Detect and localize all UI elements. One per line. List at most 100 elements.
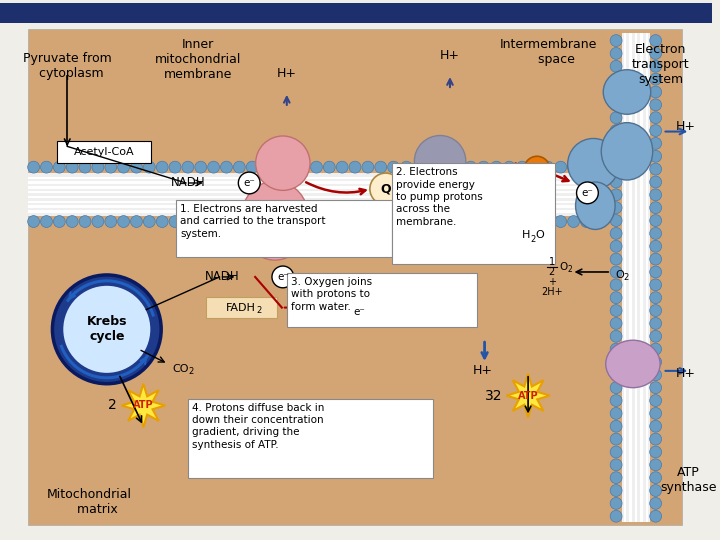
- Circle shape: [649, 202, 662, 214]
- Polygon shape: [122, 384, 165, 427]
- Circle shape: [610, 214, 622, 226]
- Circle shape: [524, 156, 550, 182]
- Bar: [27, 196, 608, 198]
- Circle shape: [246, 161, 258, 173]
- Circle shape: [649, 73, 662, 85]
- Circle shape: [567, 161, 580, 173]
- Circle shape: [649, 112, 662, 124]
- Circle shape: [348, 301, 370, 322]
- Circle shape: [610, 86, 622, 98]
- Circle shape: [272, 161, 284, 173]
- Circle shape: [53, 275, 161, 384]
- Circle shape: [610, 446, 622, 458]
- Bar: [188, 399, 433, 478]
- Circle shape: [117, 215, 130, 227]
- Circle shape: [649, 60, 662, 72]
- Text: 2: 2: [530, 235, 535, 245]
- Circle shape: [79, 161, 91, 173]
- Text: ATP: ATP: [133, 401, 153, 410]
- Circle shape: [649, 214, 662, 226]
- Circle shape: [649, 433, 662, 445]
- Circle shape: [439, 161, 451, 173]
- Text: Krebs
cycle: Krebs cycle: [86, 315, 127, 343]
- Circle shape: [130, 161, 143, 173]
- Circle shape: [297, 215, 310, 227]
- Text: Intermembrane
    space: Intermembrane space: [500, 38, 598, 65]
- Text: 1: 1: [549, 257, 555, 267]
- Circle shape: [413, 215, 426, 227]
- Circle shape: [610, 497, 622, 509]
- Text: ATP
synthase: ATP synthase: [660, 466, 716, 494]
- Text: H+: H+: [675, 120, 696, 133]
- Circle shape: [610, 343, 622, 355]
- Circle shape: [156, 161, 168, 173]
- Circle shape: [362, 161, 374, 173]
- Bar: [27, 177, 608, 179]
- Text: H+: H+: [440, 49, 460, 62]
- Circle shape: [593, 161, 606, 173]
- Circle shape: [233, 161, 246, 173]
- Text: Acetyl-CoA: Acetyl-CoA: [73, 147, 134, 157]
- Ellipse shape: [606, 340, 660, 388]
- Circle shape: [610, 73, 622, 85]
- Circle shape: [477, 215, 490, 227]
- Ellipse shape: [415, 136, 466, 187]
- Text: O: O: [615, 270, 624, 280]
- Circle shape: [143, 161, 156, 173]
- Text: H: H: [522, 231, 531, 240]
- Circle shape: [649, 86, 662, 98]
- Text: 4. Protons diffuse back in
down their concentration
gradient, driving the
synthe: 4. Protons diffuse back in down their co…: [192, 402, 324, 450]
- Text: CO: CO: [172, 364, 189, 374]
- Bar: [27, 186, 608, 188]
- Text: NADH: NADH: [171, 177, 206, 190]
- Bar: [624, 32, 626, 522]
- Text: 2: 2: [549, 267, 555, 277]
- Circle shape: [169, 161, 181, 173]
- Circle shape: [649, 446, 662, 458]
- Circle shape: [66, 215, 78, 227]
- Circle shape: [649, 382, 662, 394]
- Text: 3. Oxygen joins
with protons to
form water.: 3. Oxygen joins with protons to form wat…: [291, 277, 372, 312]
- Circle shape: [195, 161, 207, 173]
- Circle shape: [503, 215, 516, 227]
- Circle shape: [649, 163, 662, 175]
- Circle shape: [610, 292, 622, 303]
- Text: 2: 2: [256, 306, 262, 315]
- Circle shape: [649, 356, 662, 368]
- Bar: [27, 181, 608, 184]
- Circle shape: [349, 161, 361, 173]
- Text: 2H+: 2H+: [541, 287, 562, 297]
- Text: NADH: NADH: [204, 271, 239, 284]
- Circle shape: [323, 215, 336, 227]
- Circle shape: [610, 510, 622, 522]
- Circle shape: [542, 215, 554, 227]
- Circle shape: [169, 215, 181, 227]
- Ellipse shape: [240, 181, 310, 260]
- Text: C: C: [533, 164, 541, 174]
- Circle shape: [117, 161, 130, 173]
- Text: O: O: [559, 262, 568, 272]
- Circle shape: [649, 48, 662, 59]
- Circle shape: [233, 215, 246, 227]
- Circle shape: [27, 215, 40, 227]
- Text: 1. Electrons are harvested
and carried to the transport
system.: 1. Electrons are harvested and carried t…: [180, 204, 325, 239]
- Circle shape: [465, 215, 477, 227]
- Circle shape: [649, 266, 662, 278]
- Bar: [176, 200, 392, 257]
- Text: 32: 32: [485, 389, 503, 403]
- Bar: [58, 141, 151, 163]
- Text: 2: 2: [108, 399, 117, 413]
- Ellipse shape: [575, 182, 615, 230]
- Circle shape: [53, 215, 66, 227]
- Circle shape: [610, 150, 622, 162]
- Circle shape: [555, 161, 567, 173]
- Bar: [646, 32, 648, 522]
- Circle shape: [400, 161, 413, 173]
- Circle shape: [649, 318, 662, 329]
- Circle shape: [53, 161, 66, 173]
- Circle shape: [195, 215, 207, 227]
- Text: FADH: FADH: [226, 302, 256, 313]
- Circle shape: [649, 420, 662, 432]
- Circle shape: [370, 173, 402, 205]
- Circle shape: [310, 215, 323, 227]
